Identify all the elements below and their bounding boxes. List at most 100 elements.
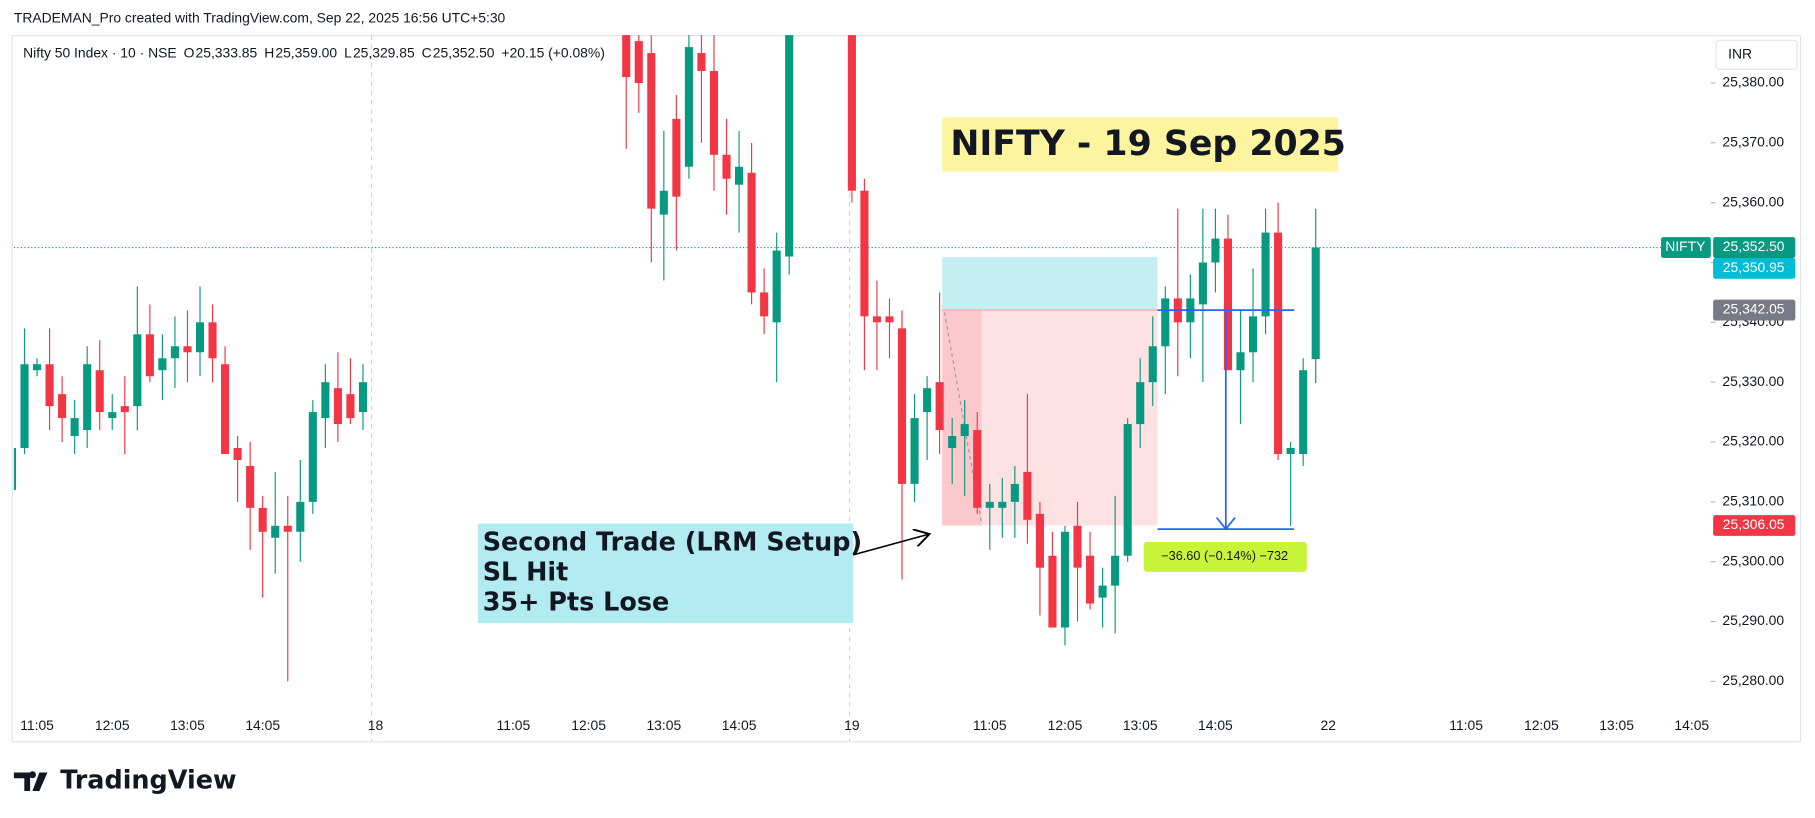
x-tick-label: 14:05 xyxy=(722,717,757,733)
note-line: SL Hit xyxy=(483,557,569,587)
candle-body xyxy=(208,322,217,359)
y-tick-label: 25,360.00 xyxy=(1722,193,1784,209)
candle-body xyxy=(1248,316,1258,353)
candle-body xyxy=(923,388,932,413)
x-tick-label: 14:05 xyxy=(245,717,280,733)
x-tick-label: 13:05 xyxy=(646,717,681,733)
candle-body xyxy=(333,388,342,425)
currency: INR xyxy=(1728,45,1752,61)
frame xyxy=(11,35,1802,743)
candle-body xyxy=(1274,232,1283,454)
price-label: 25,350.95 xyxy=(1723,259,1785,275)
x-tick-label: 18 xyxy=(368,717,384,733)
candle-body xyxy=(233,448,242,460)
x-tick-label: 12:05 xyxy=(95,717,130,733)
candle-body xyxy=(120,406,129,413)
candle-body xyxy=(258,507,267,532)
candle-body xyxy=(1198,262,1207,305)
candle-body xyxy=(772,250,781,323)
y-tick-label: 25,370.00 xyxy=(1722,133,1784,149)
legend-text: 25,333.85 xyxy=(196,44,258,60)
candle-body xyxy=(910,418,919,484)
candle-body xyxy=(860,190,869,317)
candle-body xyxy=(847,35,856,191)
candle-body xyxy=(271,525,280,538)
candle-body xyxy=(321,382,330,419)
price-label: 25,352.50 xyxy=(1723,238,1785,254)
candle-body xyxy=(672,118,681,197)
candle-body xyxy=(83,364,92,431)
candle-body xyxy=(634,41,643,83)
credit: TRADEMAN_Pro created with TradingView.co… xyxy=(14,10,506,26)
price-label-box xyxy=(1713,237,1796,258)
candle-body xyxy=(760,292,769,317)
x-tick-label: 22 xyxy=(1321,717,1337,733)
candle-body xyxy=(1236,352,1245,371)
candle-body xyxy=(885,316,894,323)
candle-body xyxy=(1086,555,1095,604)
candle-body xyxy=(935,382,944,431)
measure-label: −36.60 (−0.14%) −732 xyxy=(1161,548,1288,563)
currency-box[interactable] xyxy=(1715,39,1798,70)
note-arrow xyxy=(852,534,929,556)
candle-body xyxy=(985,501,994,508)
trade-path xyxy=(943,312,983,524)
x-tick-label: 12:05 xyxy=(1048,717,1083,733)
candle-body xyxy=(973,430,982,508)
candle-body xyxy=(1311,247,1320,360)
x-tick-label: 11:05 xyxy=(20,717,54,733)
candle-body xyxy=(1073,525,1082,568)
candle-body xyxy=(709,71,719,155)
legend-text: L xyxy=(344,44,352,60)
x-tick-label: 19 xyxy=(844,717,860,733)
x-tick-label: 13:05 xyxy=(1123,717,1158,733)
title: NIFTY - 19 Sep 2025 xyxy=(950,124,1346,164)
candle-body xyxy=(13,448,17,490)
candle-body xyxy=(1010,483,1019,502)
candle-body xyxy=(1211,238,1220,263)
candle-body xyxy=(1136,382,1145,425)
candle-body xyxy=(358,382,368,413)
x-tick-label: 14:05 xyxy=(1198,717,1233,733)
candle-body xyxy=(1111,555,1120,586)
candle-body xyxy=(145,334,154,377)
candle-body xyxy=(1098,585,1107,598)
candle-body xyxy=(1123,424,1132,556)
price-label-box xyxy=(1713,299,1796,321)
candle-body xyxy=(747,172,756,293)
brand: TradingView xyxy=(60,766,236,796)
candle-body xyxy=(684,47,693,167)
candle-body xyxy=(897,328,907,484)
candle-body xyxy=(998,501,1007,508)
candle-body xyxy=(1023,471,1032,520)
candle-body xyxy=(195,322,205,353)
x-tick-label: 13:05 xyxy=(170,717,205,733)
x-tick-label: 11:05 xyxy=(1449,717,1483,733)
legend-text: Nifty 50 Index · 10 · NSE xyxy=(23,44,176,60)
legend-text: 25,352.50 xyxy=(433,44,495,60)
legend-text: +20.15 (+0.08%) xyxy=(501,44,604,60)
y-tick-label: 25,320.00 xyxy=(1722,433,1784,449)
candle-body xyxy=(722,154,731,179)
candle-body xyxy=(108,412,117,419)
candle-body xyxy=(872,316,882,323)
note-box xyxy=(478,523,854,624)
legend-text: 25,329.85 xyxy=(353,44,415,60)
candle-body xyxy=(1035,513,1044,568)
candle-body xyxy=(283,525,292,532)
candle-body xyxy=(948,436,957,449)
candle-body xyxy=(70,418,79,437)
logo: TradingView xyxy=(13,766,237,796)
candle-body xyxy=(58,394,67,419)
candle-body xyxy=(20,364,29,449)
candle-body xyxy=(735,166,744,185)
candle-body xyxy=(1048,555,1057,628)
candle-body xyxy=(346,394,355,419)
measure-label-box xyxy=(1143,541,1307,572)
candle-body xyxy=(1299,370,1308,454)
symbol-tag: NIFTY xyxy=(1665,238,1705,254)
candle-body xyxy=(95,370,104,413)
note-line: 35+ Pts Lose xyxy=(483,587,670,617)
